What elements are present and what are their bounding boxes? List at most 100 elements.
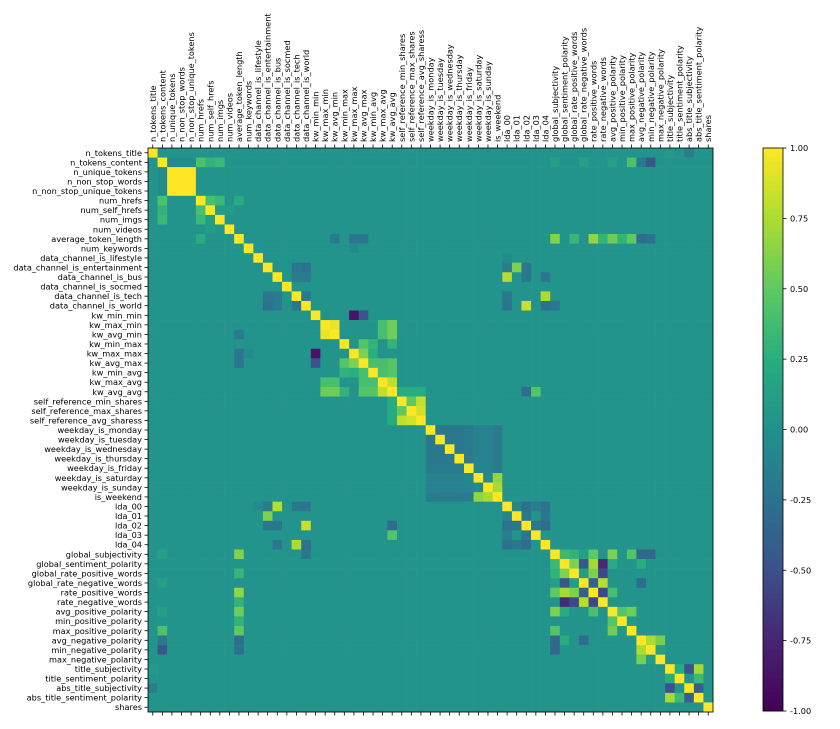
heatmap-cell (684, 167, 695, 177)
heatmap-cell (301, 587, 312, 598)
heatmap-cell (262, 234, 273, 244)
heatmap-cell (215, 520, 225, 531)
heatmap-cell (636, 224, 647, 235)
heatmap-cell (272, 176, 283, 187)
heatmap-cell (425, 234, 436, 244)
heatmap-cell (607, 167, 618, 177)
heatmap-cell (329, 463, 340, 474)
heatmap-cell (578, 195, 589, 206)
heatmap-cell (148, 587, 158, 598)
heatmap-cell (368, 492, 379, 502)
heatmap-cell (655, 148, 666, 158)
heatmap-cell (502, 214, 513, 225)
heatmap-cell (578, 568, 589, 579)
heatmap-cell (291, 597, 302, 608)
heatmap-cell (157, 597, 168, 608)
heatmap-cell (176, 673, 187, 684)
y-tick-label: rate_positive_words (61, 588, 142, 598)
heatmap-cell (377, 520, 388, 531)
heatmap-cell (215, 664, 225, 675)
heatmap-cell (167, 692, 178, 703)
heatmap-cell (521, 348, 532, 359)
heatmap-cell (645, 482, 656, 493)
heatmap-cell (665, 300, 675, 311)
heatmap-cell (550, 396, 561, 407)
heatmap-cell (645, 358, 656, 369)
heatmap-cell (636, 310, 647, 321)
heatmap-cell (416, 587, 427, 598)
heatmap-cell (349, 664, 359, 675)
heatmap-cell (253, 348, 264, 359)
heatmap-cell (454, 501, 465, 512)
heatmap-cell (377, 453, 388, 464)
heatmap-cell (531, 253, 541, 264)
heatmap-cell (406, 320, 417, 330)
heatmap-cell (598, 453, 608, 464)
heatmap-cell (339, 281, 350, 292)
heatmap-cell (617, 520, 628, 531)
heatmap-cell (176, 224, 187, 235)
heatmap-cell (157, 578, 168, 589)
heatmap-cell (559, 320, 570, 330)
heatmap-cell (569, 214, 580, 225)
heatmap-cell (655, 253, 666, 264)
heatmap-cell (262, 262, 273, 273)
heatmap-cell (626, 501, 637, 512)
heatmap-cell (511, 358, 522, 369)
heatmap-cell (454, 157, 465, 168)
heatmap-cell (272, 425, 283, 436)
heatmap-cell (406, 568, 417, 579)
colorbar-segment (763, 218, 783, 224)
heatmap-cell (387, 587, 398, 598)
heatmap-cell (291, 415, 302, 426)
heatmap-cell (569, 243, 580, 254)
heatmap-cell (339, 386, 350, 397)
heatmap-cell (406, 654, 417, 665)
heatmap-cell (157, 473, 168, 483)
heatmap-cell (665, 702, 675, 713)
heatmap-cell (215, 224, 225, 235)
heatmap-cell (559, 348, 570, 359)
heatmap-cell (377, 386, 388, 397)
heatmap-cell (157, 205, 168, 216)
heatmap-cell (234, 463, 245, 474)
heatmap-cell (655, 453, 666, 464)
heatmap-cell (636, 415, 647, 426)
heatmap-cell (176, 396, 187, 407)
heatmap-cell (301, 195, 312, 206)
heatmap-cell (205, 320, 216, 330)
heatmap-cell (349, 310, 359, 321)
heatmap-cell (416, 367, 427, 378)
heatmap-cell (473, 396, 484, 407)
heatmap-cell (339, 291, 350, 302)
heatmap-cell (224, 568, 235, 579)
heatmap-cell (377, 148, 388, 158)
heatmap-cell (588, 377, 599, 388)
heatmap-cell (588, 415, 599, 426)
heatmap-cell (617, 539, 628, 550)
heatmap-cell (396, 310, 407, 321)
heatmap-cell (272, 482, 283, 493)
heatmap-cell (626, 358, 637, 369)
heatmap-cell (310, 434, 321, 445)
heatmap-cell (387, 320, 398, 330)
heatmap-cell (291, 186, 302, 197)
heatmap-cell (195, 692, 206, 703)
heatmap-cell (655, 616, 666, 627)
heatmap-cell (492, 578, 503, 589)
heatmap-cell (387, 683, 398, 694)
heatmap-cell (550, 453, 561, 464)
heatmap-cell (444, 415, 455, 426)
heatmap-cell (454, 606, 465, 617)
heatmap-cell (665, 625, 675, 636)
heatmap-cell (626, 654, 637, 665)
heatmap-cell (176, 664, 187, 675)
heatmap-cell (626, 167, 637, 177)
heatmap-cell (483, 281, 494, 292)
heatmap-cell (473, 434, 484, 445)
heatmap-cell (588, 300, 599, 311)
heatmap-cell (607, 692, 618, 703)
heatmap-cell (684, 186, 695, 197)
heatmap-cell (492, 367, 503, 378)
heatmap-cell (320, 530, 331, 541)
